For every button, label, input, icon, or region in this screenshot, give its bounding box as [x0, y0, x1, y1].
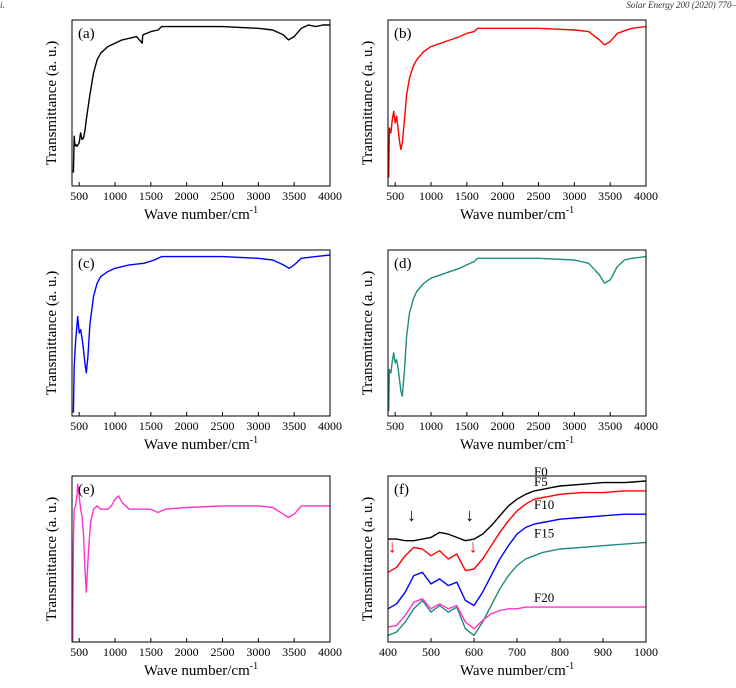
panel-c-label: (c) [78, 256, 95, 272]
panel-b-xtick-label: 500 [386, 189, 404, 203]
panel-f-arrow-annotation: ↓ [469, 536, 478, 556]
panel-e-series-line [72, 483, 330, 643]
panel-f-xtick-label: 800 [551, 645, 569, 659]
panel-e-frame [71, 475, 331, 643]
panel-f-xtick-label: 700 [508, 645, 526, 659]
panel-f-frame [387, 475, 647, 643]
panel-f-series-f5 [387, 490, 646, 573]
panel-f-legend-f0: F0 [534, 464, 548, 479]
panel-f-label: (f) [394, 482, 409, 498]
panel-f-ylabel: Transmittance (a. u.) [360, 497, 376, 621]
panel-b-xtick-label: 2000 [491, 189, 515, 203]
panel-c-xtick-label: 1500 [139, 419, 163, 433]
panel-f-xtick-label: 1000 [634, 645, 658, 659]
panel-e-xtick-label: 2000 [175, 645, 199, 659]
panel-a-xtick-label: 3500 [282, 189, 306, 203]
panel-b-xtick-label: 3000 [562, 189, 586, 203]
panel-e-ylabel: Transmittance (a. u.) [44, 497, 60, 621]
panel-f-series-f20 [387, 598, 646, 630]
panel-e-xtick-label: 1000 [103, 645, 127, 659]
panel-a-label: (a) [78, 26, 95, 42]
panel-c-xtick-label: 3500 [282, 419, 306, 433]
panel-d-xtick-label: 4000 [634, 419, 658, 433]
panel-d-xtick-label: 3000 [562, 419, 586, 433]
panel-c-xtick-label: 3000 [246, 419, 270, 433]
panel-e-xtick-label: 500 [70, 645, 88, 659]
panel-b-label: (b) [394, 26, 412, 42]
panel-f-xtick-label: 600 [465, 645, 483, 659]
panel-c: 500 1000 1500 2000 2500 3000 3500 4000 Wave numb… [44, 249, 342, 453]
panel-f-legend-f20: F20 [534, 590, 554, 605]
panel-b-xlabel: Wave number/cm-1 [460, 205, 574, 223]
panel-d-xlabel: Wave number/cm-1 [460, 435, 574, 453]
panel-a-frame [71, 19, 331, 187]
panel-c-xtick-label: 500 [70, 419, 88, 433]
panel-e-xlabel: Wave number/cm-1 [144, 661, 258, 679]
panel-a-series-line [72, 24, 330, 173]
panel-b: 500 1000 1500 2000 2500 3000 3500 4000 Wave numb… [360, 19, 658, 223]
panel-e-xtick-label: 3000 [246, 645, 270, 659]
panel-d-series-line [388, 255, 647, 412]
panel-c-ylabel: Transmittance (a. u.) [44, 271, 60, 395]
panel-d-xtick-label: 1500 [455, 419, 479, 433]
panel-a-xtick-label: 3000 [246, 189, 270, 203]
panel-a-xtick-label: 2000 [175, 189, 199, 203]
panel-c-series-line [72, 254, 331, 413]
panel-d-xtick-label: 1000 [419, 419, 443, 433]
panel-f-legend-f5: F5 [534, 474, 548, 489]
panel-a-xtick-label: 4000 [318, 189, 342, 203]
panel-b-xtick-label: 1500 [455, 189, 479, 203]
panel-a-xtick-label: 500 [70, 189, 88, 203]
panel-d-ylabel: Transmittance (a. u.) [360, 271, 376, 395]
panel-e-xtick-label: 3500 [282, 645, 306, 659]
panel-b-xtick-label: 4000 [634, 189, 658, 203]
panel-c-xlabel: Wave number/cm-1 [144, 435, 258, 453]
panel-d-xtick-label: 2500 [527, 419, 551, 433]
panel-b-series-line [388, 25, 647, 178]
panel-e-label: (e) [78, 482, 95, 498]
panel-e-xtick-label: 4000 [318, 645, 342, 659]
panel-f-xtick-label: 500 [422, 645, 440, 659]
panel-c-xtick-label: 1000 [103, 419, 127, 433]
panel-a-xtick-label: 2500 [211, 189, 235, 203]
panel-a-xlabel: Wave number/cm-1 [144, 205, 258, 223]
panel-b-xtick-label: 1000 [419, 189, 443, 203]
panel-f-series-f0 [388, 480, 647, 542]
panel-b-frame [387, 19, 647, 187]
panel-f-arrow-annotation: ↓ [407, 505, 416, 525]
panel-b-xtick-label: 3500 [598, 189, 622, 203]
panel-c-xtick-label: 2000 [175, 419, 199, 433]
panel-c-frame [71, 249, 331, 417]
panel-e: 500 1000 1500 2000 2500 3000 3500 4000 Wave numb… [44, 475, 342, 679]
panel-d-xtick-label: 500 [386, 419, 404, 433]
panel-f-xlabel: Wave number/cm-1 [460, 661, 574, 679]
panel-d-xtick-label: 2000 [491, 419, 515, 433]
panel-f-arrow-annotation: ↓ [388, 536, 397, 556]
panel-f-series-f10 [387, 513, 646, 610]
page-header-left: i. [0, 0, 5, 10]
panel-c-xtick-label: 4000 [318, 419, 342, 433]
panel-f-series-f15 [387, 541, 647, 637]
panel-d: 500 1000 1500 2000 2500 3000 3500 4000 Wave numb… [360, 249, 658, 453]
panel-a-xtick-label: 1500 [139, 189, 163, 203]
panel-d-xtick-label: 3500 [598, 419, 622, 433]
panel-f-legend-f15: F15 [534, 525, 554, 540]
panel-b-xtick-label: 2500 [527, 189, 551, 203]
panel-f-xtick-label: 400 [379, 645, 397, 659]
panel-a-ylabel: Transmittance (a. u.) [44, 41, 60, 165]
panel-d-frame [387, 249, 647, 417]
panel-f-legend-f10: F10 [534, 497, 554, 512]
panel-b-ylabel: Transmittance (a. u.) [360, 41, 376, 165]
panel-f-arrow-annotation: ↓ [465, 505, 474, 525]
panel-a-xtick-label: 1000 [103, 189, 127, 203]
panel-e-xtick-label: 1500 [139, 645, 163, 659]
panel-d-label: (d) [394, 256, 412, 272]
panel-a: 500 1000 1500 2000 2500 3000 3500 4000 Wave numb… [44, 19, 342, 223]
panel-f-xtick-label: 900 [594, 645, 612, 659]
panel-c-xtick-label: 2500 [211, 419, 235, 433]
page-header-right: Solar Energy 200 (2020) 770– [626, 0, 736, 10]
panel-e-xtick-label: 2500 [211, 645, 235, 659]
